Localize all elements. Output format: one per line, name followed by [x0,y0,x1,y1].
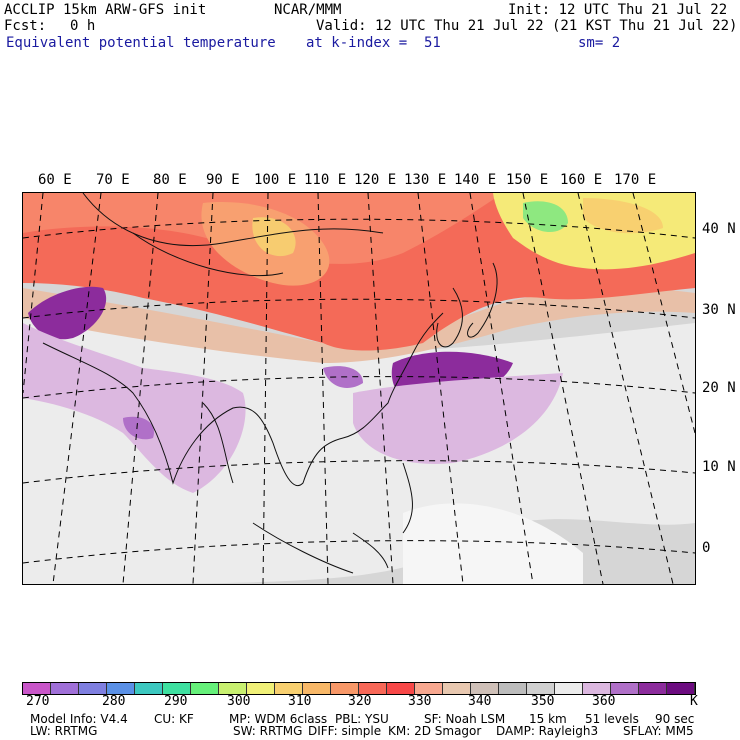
lon-label: 60 E [38,172,72,188]
colorbar-swatch [331,683,359,694]
lat-label: 20 N [702,380,736,396]
colorbar-label: 290 [164,694,188,709]
footer-resolution: 15 km [529,712,567,726]
colorbar-swatch [415,683,443,694]
lat-label: 40 N [702,221,736,237]
colorbar-swatch [275,683,303,694]
theta-e-map [22,192,696,585]
lat-label: 10 N [702,459,736,475]
colorbar-swatch [51,683,79,694]
footer-km: KM: 2D Smagor [388,724,482,738]
lon-label: 110 E [304,172,347,188]
footer-damp: DAMP: Rayleigh3 [496,724,599,738]
footer-diff: DIFF: simple [308,724,382,738]
lon-label: 150 E [506,172,549,188]
lon-label: 90 E [206,172,240,188]
center-title: NCAR/MMM [274,2,342,18]
footer-levels: 51 levels [585,712,639,726]
footer-pbl: PBL: YSU [335,712,389,726]
lon-label: 140 E [454,172,497,188]
colorbar-swatch [387,683,415,694]
init-time: Init: 12 UTC Thu 21 Jul 22 [508,2,728,18]
colorbar-swatch [639,683,667,694]
footer-sflay: SFLAY: MM5 [623,724,694,738]
lon-label: 100 E [254,172,297,188]
footer-cu: CU: KF [154,712,194,726]
lat-label: 0 [702,540,711,556]
colorbar-label: 310 [288,694,312,709]
colorbar-swatch [107,683,135,694]
colorbar-label: 300 [227,694,251,709]
colorbar-swatch [471,683,499,694]
colorbar-swatch [527,683,555,694]
colorbar-swatch [135,683,163,694]
colorbar-swatch [191,683,219,694]
colorbar-label: 340 [468,694,492,709]
colorbar-swatch [499,683,527,694]
colorbar-label: 350 [531,694,555,709]
lon-label: 80 E [153,172,187,188]
smoothing-info: sm= 2 [578,35,621,51]
colorbar-label: 280 [102,694,126,709]
valid-time: Valid: 12 UTC Thu 21 Jul 22 (21 KST Thu … [316,18,738,34]
colorbar-label: 320 [348,694,372,709]
colorbar-swatch [79,683,107,694]
colorbar-swatch [247,683,275,694]
colorbar-swatch [583,683,611,694]
map-canvas [23,193,695,584]
colorbar-swatch [611,683,639,694]
colorbar-label: 330 [408,694,432,709]
forecast-hour: 0 h [70,18,96,34]
model-title: ACCLIP 15km ARW-GFS init [4,2,207,18]
colorbar-label: 360 [592,694,616,709]
colorbar-swatch [443,683,471,694]
footer-sf: SF: Noah LSM [424,712,506,726]
lon-label: 70 E [96,172,130,188]
footer-model-info: Model Info: V4.4 [30,712,128,726]
colorbar-swatch [303,683,331,694]
lon-label: 170 E [614,172,657,188]
level-info: at k-index = 51 [306,35,441,51]
footer-lw: LW: RRTMG [30,724,98,738]
lon-label: 120 E [354,172,397,188]
colorbar-label: 270 [26,694,50,709]
colorbar-swatch [219,683,247,694]
colorbar-swatch [359,683,387,694]
footer-timestep: 90 sec [655,712,695,726]
footer-sw: SW: RRTMG [233,724,303,738]
colorbar-unit: K [690,694,698,709]
colorbar-swatch [555,683,583,694]
colorbar-swatch [23,683,51,694]
colorbar-swatch [163,683,191,694]
colorbar-swatch [667,683,695,694]
lon-label: 130 E [404,172,447,188]
colorbar [22,682,696,695]
forecast-label: Fcst: [4,18,47,34]
footer-mp: MP: WDM 6class [229,712,328,726]
lat-label: 30 N [702,302,736,318]
lon-label: 160 E [560,172,603,188]
field-name: Equivalent potential temperature [6,35,276,51]
